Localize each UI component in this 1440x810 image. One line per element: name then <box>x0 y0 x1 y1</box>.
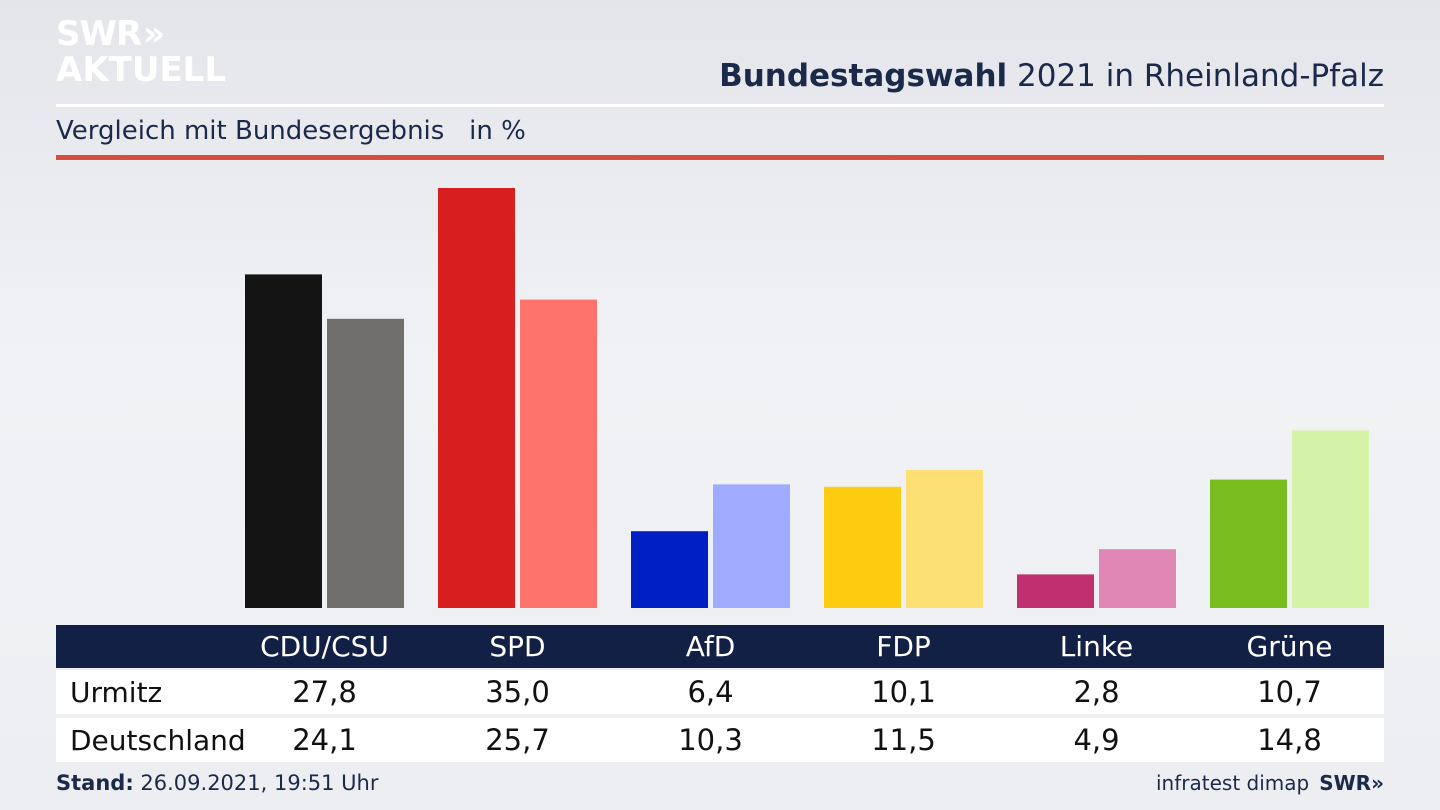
row-label: Urmitz <box>70 675 163 709</box>
column-header: SPD <box>489 630 546 663</box>
bar-cdu-csu-deutschland <box>327 318 404 608</box>
bar-afd-urmitz <box>631 531 708 608</box>
accent-divider <box>56 155 1384 160</box>
table-row: Deutschland 24,1 25,7 10,3 11,5 4,9 14,8 <box>56 718 1384 762</box>
bar-linke-deutschland <box>1099 549 1176 608</box>
bar-spd-deutschland <box>520 299 597 608</box>
page-title: Bundestagswahl 2021 in Rheinland-Pfalz <box>719 58 1384 94</box>
column-header: FDP <box>876 630 931 663</box>
bar-spd-urmitz <box>438 188 515 608</box>
table-cell: 25,7 <box>485 723 550 757</box>
table-cell: 10,3 <box>678 723 743 757</box>
table-cell: 10,7 <box>1257 675 1322 709</box>
source-name: infratest dimap <box>1156 771 1310 795</box>
bar-afd-deutschland <box>713 484 790 608</box>
table-row: Urmitz 27,8 35,0 6,4 10,1 2,8 10,7 <box>56 670 1384 714</box>
bar-fdp-deutschland <box>906 470 983 608</box>
table-cell: 24,1 <box>292 723 357 757</box>
chart-subtitle: Vergleich mit Bundesergebnis in % <box>56 116 526 146</box>
table-cell: 4,9 <box>1073 723 1120 757</box>
logo-aktuell: AKTUELL <box>56 50 227 90</box>
table-cell: 35,0 <box>485 675 550 709</box>
table-header: CDU/CSU SPD AfD FDP Linke Grüne <box>56 625 1384 668</box>
column-header: Grüne <box>1246 630 1333 663</box>
bar-gr-ne-urmitz <box>1210 479 1287 608</box>
swr-aktuell-logo: SWR» AKTUELL <box>56 16 226 88</box>
table-cell: 6,4 <box>687 675 734 709</box>
title-rest: 2021 in Rheinland-Pfalz <box>1007 58 1384 94</box>
column-header: CDU/CSU <box>260 630 389 663</box>
source-credit: infratest dimap SWR» <box>1156 771 1384 795</box>
logo-chevrons-icon: » <box>143 14 165 54</box>
table-cell: 2,8 <box>1073 675 1120 709</box>
bar-linke-urmitz <box>1017 574 1094 608</box>
bar-gr-ne-deutschland <box>1292 430 1369 608</box>
table-cell: 14,8 <box>1257 723 1322 757</box>
bar-fdp-urmitz <box>824 486 901 608</box>
timestamp-value: 26.09.2021, 19:51 Uhr <box>133 771 379 795</box>
swr-small-logo: SWR» <box>1319 771 1384 795</box>
table-cell: 11,5 <box>871 723 936 757</box>
column-header: AfD <box>685 630 736 663</box>
table-cell: 27,8 <box>292 675 357 709</box>
results-table: CDU/CSU SPD AfD FDP Linke Grüne Urmitz 27,8 35,… <box>56 625 1384 762</box>
table-cell: 10,1 <box>871 675 936 709</box>
row-label: Deutschland <box>70 723 246 757</box>
title-divider <box>56 104 1384 107</box>
timestamp: Stand: 26.09.2021, 19:51 Uhr <box>56 771 379 795</box>
bar-cdu-csu-urmitz <box>245 274 322 608</box>
title-bold: Bundestagswahl <box>719 58 1008 94</box>
column-header: Linke <box>1059 630 1134 663</box>
timestamp-label: Stand: <box>56 771 134 795</box>
logo-swr: SWR <box>56 14 142 54</box>
